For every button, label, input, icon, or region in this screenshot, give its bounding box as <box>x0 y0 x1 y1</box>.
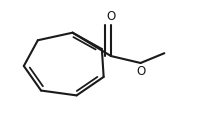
Text: O: O <box>106 10 115 23</box>
Text: O: O <box>136 65 145 78</box>
